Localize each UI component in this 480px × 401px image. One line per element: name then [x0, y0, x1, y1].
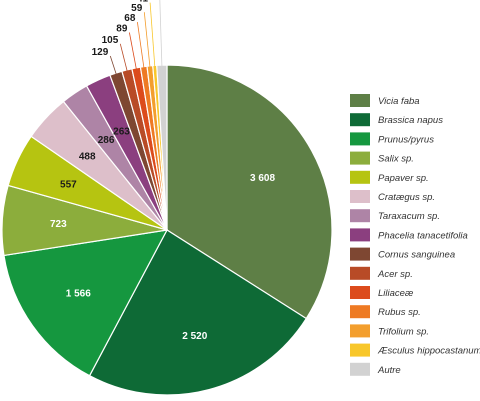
legend-swatch	[350, 228, 370, 242]
slice-value-label: 488	[79, 151, 96, 162]
legend-swatch	[350, 324, 370, 338]
legend-swatch	[350, 190, 370, 203]
pie-slice-vicia-faba	[166, 64, 333, 320]
legend-item-phacelia-tanacetifolia: Phacelia tanacetifolia	[350, 228, 468, 242]
legend-item-autre: Autre	[350, 362, 401, 376]
legend-item-vicia-faba: Vicia faba	[350, 94, 420, 107]
legend-swatch	[350, 362, 370, 376]
slice-value-label: 59	[131, 3, 143, 14]
legend-swatch	[350, 209, 370, 223]
legend-label: Phacelia tanacetifolia	[378, 230, 468, 241]
leader-line	[119, 43, 131, 83]
legend-label: Papaver sp.	[378, 173, 429, 184]
leader-line	[149, 2, 157, 79]
legend-label: Æsculus hippocastanum	[377, 346, 480, 357]
legend-item-salix-sp: Salix sp.	[350, 151, 414, 165]
legend-swatch	[350, 132, 370, 146]
slice-value-label: 129	[92, 47, 109, 58]
legend-item-acer-sp: Acer sp.	[350, 266, 413, 280]
legend-swatch	[350, 113, 370, 127]
pie-slice-brassica-napus	[88, 229, 308, 396]
legend-item-taraxacum-sp: Taraxacum sp.	[350, 209, 440, 223]
legend-label: Brassica napus	[378, 115, 443, 126]
legend-swatch	[350, 305, 370, 319]
legend-item-brassica-napus: Brassica napus	[350, 113, 443, 127]
legend-swatch	[350, 170, 370, 184]
legend-item-prunus-pyrus: Prunus/pyrus	[350, 132, 434, 146]
legend-swatch	[350, 247, 370, 261]
pie-slice-prunus-pyrus	[3, 229, 169, 377]
slice-value-label: 2 520	[182, 331, 207, 342]
legend-item-crataegus-sp: Cratægus sp.	[350, 190, 435, 203]
legend-label: Trifolium sp.	[378, 326, 429, 337]
legend-label: Prunus/pyrus	[378, 134, 434, 145]
legend-label: Taraxacum sp.	[378, 211, 440, 222]
slice-value-label: 723	[50, 219, 67, 230]
slice-value-label: 1 566	[66, 289, 91, 300]
slice-value-label: 557	[60, 179, 77, 190]
slice-value-label: 89	[116, 24, 128, 35]
legend-swatch	[350, 286, 370, 299]
legend-label: Vicia faba	[378, 96, 420, 107]
legend-item-rubus-sp: Rubus sp.	[350, 305, 421, 319]
legend-label: Salix sp.	[378, 154, 414, 165]
leader-line	[109, 55, 121, 86]
leader-line	[159, 0, 163, 79]
legend-label: Acer sp.	[377, 269, 413, 280]
slice-value-label: 105	[102, 35, 119, 46]
slice-value-label: 286	[98, 135, 115, 146]
leader-line	[143, 12, 152, 80]
slice-value-label: 41	[137, 0, 149, 5]
leader-lines	[109, 0, 163, 86]
legend-item-trifolium-sp: Trifolium sp.	[350, 324, 429, 338]
leader-line	[137, 22, 146, 80]
slice-value-label: 263	[113, 127, 130, 138]
legend-item-cornus-sanguinea: Cornus sanguinea	[350, 247, 455, 261]
legend-swatch	[350, 266, 370, 280]
legend-item-aesculus-hippocastanum: Æsculus hippocastanum	[350, 343, 480, 357]
legend-swatch	[350, 343, 370, 357]
slice-value-label: 68	[124, 13, 136, 24]
legend-label: Cratægus sp.	[378, 192, 435, 203]
legend: Vicia faba Brassica napus Prunus/pyrus Sali…	[350, 94, 480, 376]
legend-swatch	[350, 94, 370, 107]
pie-slices	[1, 64, 333, 396]
legend-item-papaver-sp: Papaver sp.	[350, 170, 429, 184]
legend-label: Liliaceæ	[378, 288, 414, 299]
legend-item-liliaceae: Liliaceæ	[350, 286, 414, 299]
slice-value-label: 3 608	[250, 173, 275, 184]
legend-label: Cornus sanguinea	[378, 250, 455, 261]
leader-line	[129, 32, 139, 81]
legend-swatch	[350, 151, 370, 165]
legend-label: Autre	[377, 365, 401, 376]
legend-label: Rubus sp.	[378, 307, 421, 318]
